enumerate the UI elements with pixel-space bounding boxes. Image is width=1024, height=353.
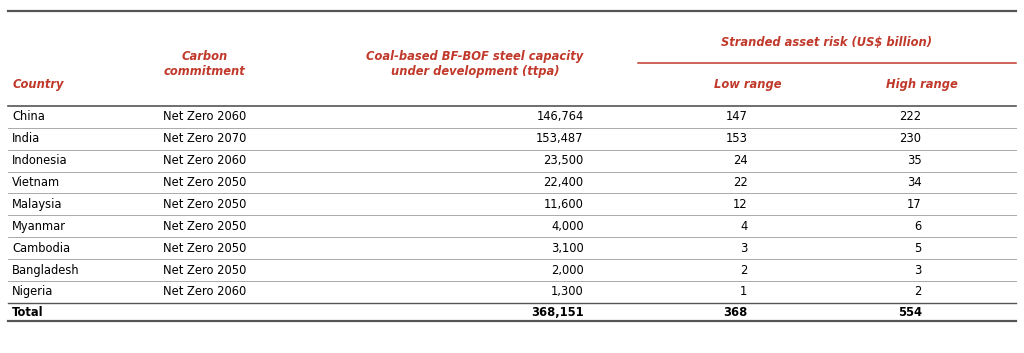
Text: Bangladesh: Bangladesh	[12, 264, 80, 276]
Text: Country: Country	[12, 78, 63, 91]
Text: High range: High range	[886, 78, 957, 91]
Text: Carbon
commitment: Carbon commitment	[164, 49, 246, 78]
Text: 23,500: 23,500	[544, 154, 584, 167]
Text: 17: 17	[907, 198, 922, 211]
Text: 3: 3	[740, 242, 748, 255]
Text: 4,000: 4,000	[551, 220, 584, 233]
Text: Net Zero 2070: Net Zero 2070	[163, 132, 247, 145]
Text: 34: 34	[907, 176, 922, 189]
Text: 1: 1	[740, 286, 748, 298]
Text: Cambodia: Cambodia	[12, 242, 71, 255]
Text: Net Zero 2060: Net Zero 2060	[163, 110, 247, 123]
Text: 2,000: 2,000	[551, 264, 584, 276]
Text: Net Zero 2050: Net Zero 2050	[163, 264, 247, 276]
Text: 230: 230	[900, 132, 922, 145]
Text: 3,100: 3,100	[551, 242, 584, 255]
Text: Total: Total	[12, 306, 44, 318]
Text: Coal-based BF-BOF steel capacity
under development (ttpa): Coal-based BF-BOF steel capacity under d…	[367, 49, 584, 78]
Text: Myanmar: Myanmar	[12, 220, 67, 233]
Text: 153,487: 153,487	[537, 132, 584, 145]
Text: 368: 368	[723, 306, 748, 318]
Text: 1,300: 1,300	[551, 286, 584, 298]
Text: China: China	[12, 110, 45, 123]
Text: Low range: Low range	[714, 78, 781, 91]
Text: Net Zero 2050: Net Zero 2050	[163, 176, 247, 189]
Text: 3: 3	[914, 264, 922, 276]
Text: Net Zero 2050: Net Zero 2050	[163, 220, 247, 233]
Text: 147: 147	[726, 110, 748, 123]
Text: 6: 6	[914, 220, 922, 233]
Text: Net Zero 2060: Net Zero 2060	[163, 154, 247, 167]
Text: Vietnam: Vietnam	[12, 176, 60, 189]
Text: 554: 554	[898, 306, 922, 318]
Text: 368,151: 368,151	[531, 306, 584, 318]
Text: India: India	[12, 132, 41, 145]
Text: 146,764: 146,764	[537, 110, 584, 123]
Text: 2: 2	[914, 286, 922, 298]
Text: Indonesia: Indonesia	[12, 154, 68, 167]
Text: Nigeria: Nigeria	[12, 286, 53, 298]
Text: 22,400: 22,400	[544, 176, 584, 189]
Text: 12: 12	[733, 198, 748, 211]
Text: 5: 5	[914, 242, 922, 255]
Text: Net Zero 2050: Net Zero 2050	[163, 198, 247, 211]
Text: 11,600: 11,600	[544, 198, 584, 211]
Text: 2: 2	[740, 264, 748, 276]
Text: 22: 22	[733, 176, 748, 189]
Text: 222: 222	[899, 110, 922, 123]
Text: Net Zero 2060: Net Zero 2060	[163, 286, 247, 298]
Text: Net Zero 2050: Net Zero 2050	[163, 242, 247, 255]
Text: Malaysia: Malaysia	[12, 198, 62, 211]
Text: 24: 24	[733, 154, 748, 167]
Text: 35: 35	[907, 154, 922, 167]
Text: 153: 153	[726, 132, 748, 145]
Text: 4: 4	[740, 220, 748, 233]
Text: Stranded asset risk (US$ billion): Stranded asset risk (US$ billion)	[721, 36, 932, 49]
